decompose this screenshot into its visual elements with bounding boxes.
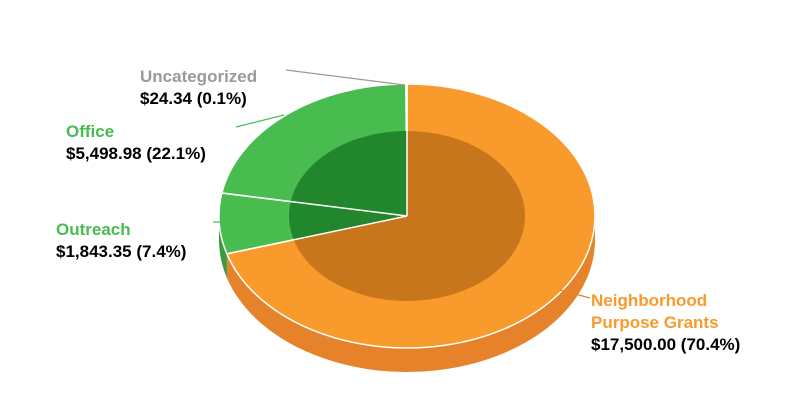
side-outreach <box>219 216 227 278</box>
label-grants-name-line1: Neighborhood <box>591 291 708 310</box>
label-grants-value: $17,500.00 (70.4%) <box>591 335 741 354</box>
label-outreach-name: Outreach <box>56 220 131 239</box>
label-outreach: Outreach $1,843.35 (7.4%) <box>56 219 186 263</box>
label-office-name: Office <box>66 122 115 141</box>
label-office: Office $5,498.98 (22.1%) <box>66 121 206 165</box>
leader-office <box>235 114 285 128</box>
slice-separator-0 <box>226 215 408 255</box>
label-outreach-value: $1,843.35 (7.4%) <box>56 242 187 261</box>
label-neighborhood-purpose-grants: Neighborhood Purpose Grants $17,500.00 (… <box>591 290 740 356</box>
leader-uncategorized <box>285 69 406 86</box>
label-office-value: $5,498.98 (22.1%) <box>66 144 206 163</box>
leader-grants <box>559 289 591 299</box>
label-uncategorized: Uncategorized $24.34 (0.1%) <box>140 66 257 110</box>
label-uncategorized-value: $24.34 (0.1%) <box>140 89 247 108</box>
label-uncategorized-name: Uncategorized <box>140 67 258 86</box>
slice-separator-1 <box>221 192 408 217</box>
label-grants-name-line2: Purpose Grants <box>591 313 719 332</box>
inner-grants <box>293 131 526 302</box>
